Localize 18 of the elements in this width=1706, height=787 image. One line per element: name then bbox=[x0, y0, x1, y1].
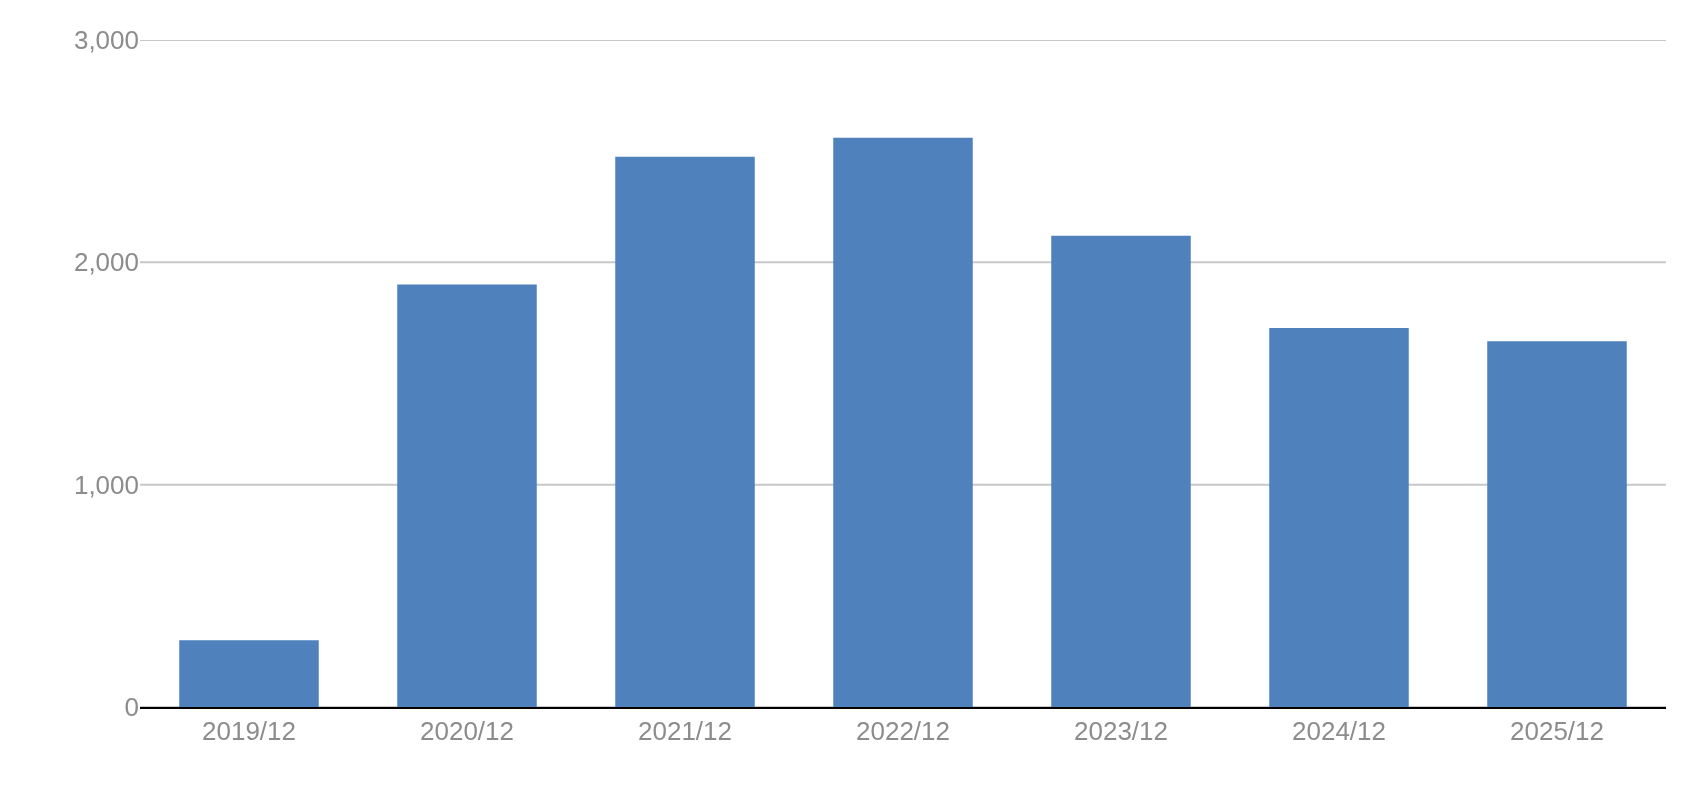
x-tick-label: 2020/12 bbox=[420, 716, 514, 747]
x-tick-label: 2019/12 bbox=[202, 716, 296, 747]
bar bbox=[1051, 235, 1191, 707]
bar bbox=[1487, 341, 1627, 707]
x-tick-label: 2024/12 bbox=[1292, 716, 1386, 747]
y-tick-label: 3,000 bbox=[73, 25, 139, 56]
x-tick-label: 2023/12 bbox=[1074, 716, 1168, 747]
bar bbox=[397, 284, 537, 707]
x-tick-label: 2025/12 bbox=[1510, 716, 1604, 747]
x-tick-label: 2021/12 bbox=[638, 716, 732, 747]
x-tick-label: 2022/12 bbox=[856, 716, 950, 747]
y-tick-label: 0 bbox=[124, 692, 139, 723]
y-tick-label: 2,000 bbox=[73, 247, 139, 278]
bar bbox=[1269, 327, 1409, 707]
bar bbox=[833, 137, 973, 707]
bar bbox=[179, 640, 319, 707]
bar bbox=[615, 156, 755, 707]
y-tick-label: 1,000 bbox=[73, 469, 139, 500]
